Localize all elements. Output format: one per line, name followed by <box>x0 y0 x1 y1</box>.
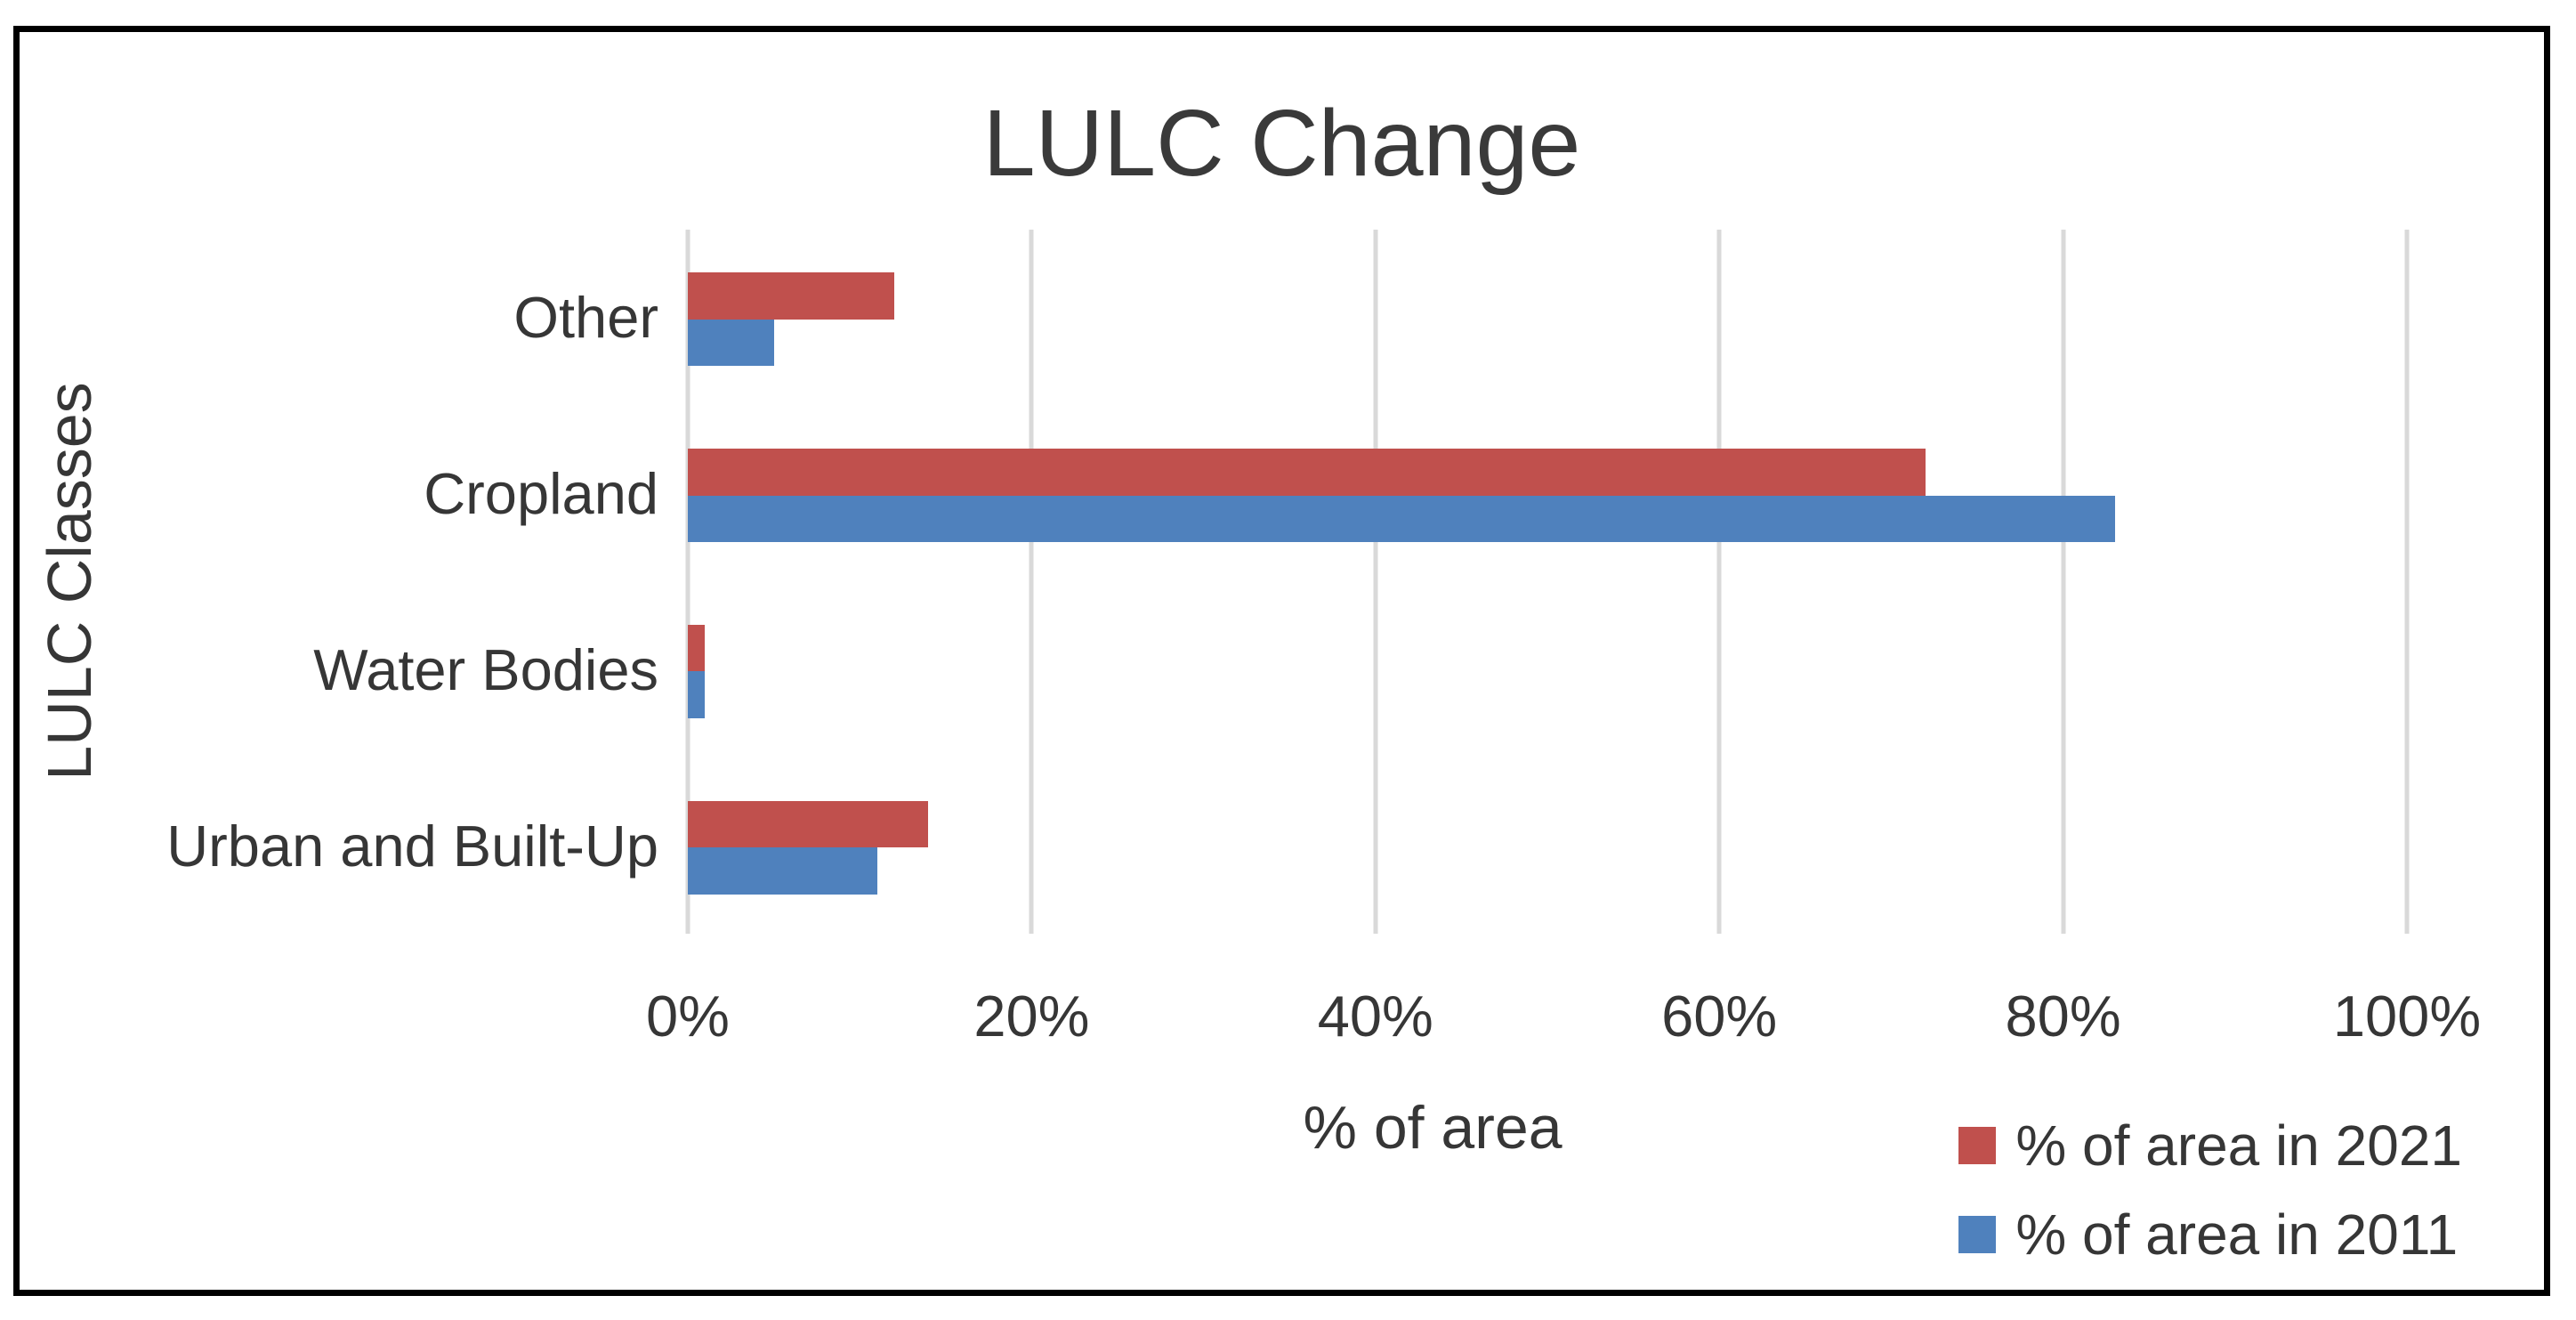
legend-item-0: % of area in 2021 <box>1958 1113 2462 1178</box>
gridline-20 <box>1029 230 1034 934</box>
category-label-water-bodies: Water Bodies <box>313 636 658 702</box>
gridline-0 <box>685 230 690 934</box>
legend-swatch-icon <box>1958 1127 1997 1164</box>
chart-title: LULC Change <box>982 91 1581 196</box>
legend-swatch-icon <box>1958 1216 1997 1253</box>
plot-area <box>685 230 2410 934</box>
x-tick-label-80: 80% <box>2005 984 2121 1049</box>
legend-item-1: % of area in 2011 <box>1958 1203 2459 1267</box>
bar-urban-and-built-up-series-1 <box>688 847 877 895</box>
bar-other-series-0 <box>688 272 894 320</box>
category-label-urban-and-built-up: Urban and Built-Up <box>166 813 658 879</box>
gridline-60 <box>1716 230 1722 934</box>
bar-other-series-1 <box>688 319 774 367</box>
legend-label-0: % of area in 2021 <box>2015 1113 2462 1178</box>
gridline-40 <box>1373 230 1378 934</box>
bar-water-bodies-series-1 <box>688 671 706 718</box>
bar-cropland-series-1 <box>688 495 2115 543</box>
gridline-100 <box>2404 230 2410 934</box>
x-tick-label-60: 60% <box>1661 984 1778 1049</box>
bar-urban-and-built-up-series-0 <box>688 800 929 848</box>
legend-label-1: % of area in 2011 <box>2015 1203 2459 1267</box>
gridline-80 <box>2061 230 2066 934</box>
x-axis-title: % of area <box>1303 1094 1563 1162</box>
chart-border-frame <box>13 26 2550 1296</box>
bar-water-bodies-series-0 <box>688 624 706 672</box>
category-label-cropland: Cropland <box>424 461 658 527</box>
bar-cropland-series-0 <box>688 449 1926 496</box>
legend: % of area in 2021 % of area in 2011 <box>1958 1113 2462 1267</box>
x-tick-label-20: 20% <box>973 984 1090 1049</box>
x-tick-label-100: 100% <box>2332 984 2482 1049</box>
x-tick-label-0: 0% <box>646 984 730 1049</box>
x-tick-label-40: 40% <box>1317 984 1433 1049</box>
category-label-other: Other <box>513 285 658 351</box>
